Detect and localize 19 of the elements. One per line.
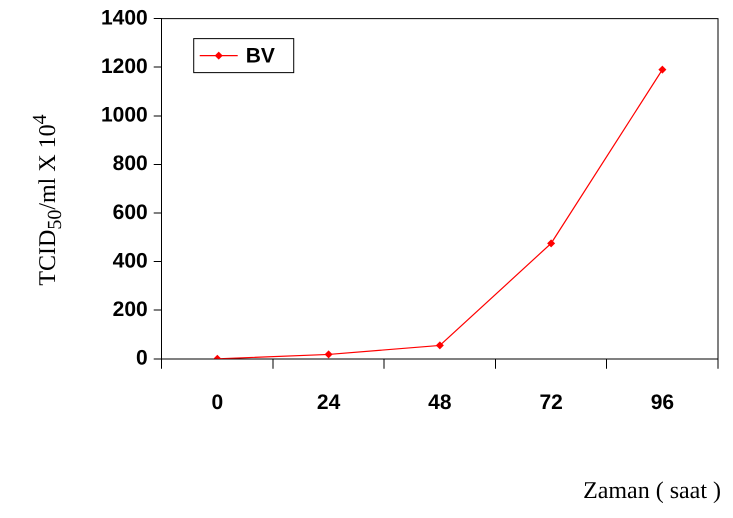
y-tick-label: 1000 bbox=[101, 104, 148, 127]
y-tick-label: 1400 bbox=[101, 6, 148, 30]
y-tick-label: 1200 bbox=[101, 54, 148, 78]
y-tick-label: 400 bbox=[112, 249, 148, 272]
y-tick-label: 200 bbox=[112, 298, 148, 321]
y-tick-label: 800 bbox=[112, 152, 148, 176]
x-axis-title: Zaman ( saat ) bbox=[583, 478, 721, 505]
point bbox=[436, 341, 444, 350]
x-tick-label: 72 bbox=[539, 391, 563, 414]
y-tick-label: 600 bbox=[112, 200, 148, 224]
point bbox=[658, 66, 666, 74]
x-tick-label: 96 bbox=[650, 391, 674, 414]
legend-label: BV bbox=[246, 44, 275, 68]
x-tick-label: 48 bbox=[428, 391, 452, 414]
x-tick-label: 0 bbox=[212, 391, 224, 414]
point bbox=[547, 239, 556, 248]
y-tick-label: 0 bbox=[136, 346, 148, 370]
point bbox=[324, 350, 333, 358]
x-tick-label: 24 bbox=[316, 391, 341, 414]
